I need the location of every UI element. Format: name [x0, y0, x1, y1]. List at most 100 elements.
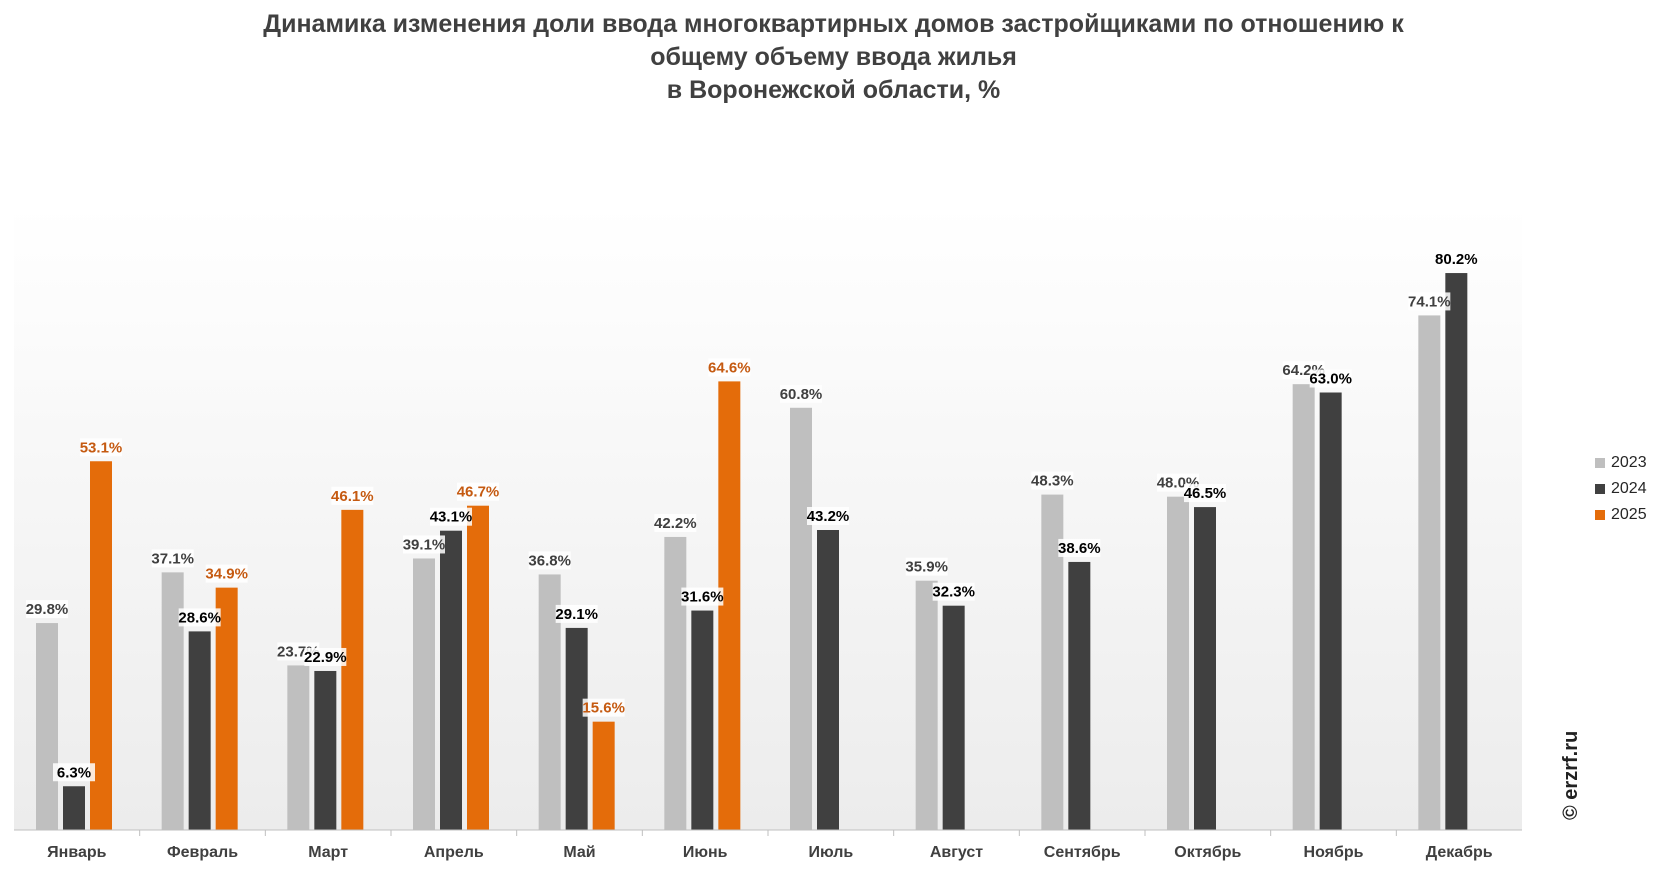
data-label-bg: [403, 535, 445, 554]
x-axis-label: Июнь: [683, 844, 728, 861]
data-label-2024-0: 6.3%: [57, 764, 91, 781]
data-label-2024-1: 28.6%: [178, 609, 221, 626]
bar-2024-4: [565, 627, 588, 830]
x-axis-label: Март: [308, 844, 348, 861]
x-axis-label: Май: [563, 844, 595, 861]
data-label-bg: [1309, 369, 1352, 388]
data-label-2025-1: 34.9%: [205, 566, 248, 583]
data-label-bg: [178, 608, 221, 627]
data-label-bg: [1435, 250, 1478, 269]
data-label-2023-0: 29.8%: [26, 601, 69, 618]
legend: 2023 2024 2025: [1595, 450, 1647, 528]
x-axis-label: Ноябрь: [1304, 844, 1364, 861]
data-label-2023-3: 39.1%: [403, 536, 446, 553]
bar-2025-3: [467, 505, 489, 830]
bar-2025-5: [718, 381, 741, 830]
data-label-2024-7: 32.3%: [932, 584, 975, 601]
bar-2023-10: [1292, 384, 1315, 830]
x-axis-label: Октябрь: [1174, 844, 1241, 861]
data-label-bg: [205, 564, 248, 583]
bar-2024-1: [188, 631, 211, 830]
bar-2024-3: [440, 530, 462, 830]
data-label-2025-2: 46.1%: [331, 488, 374, 505]
bar-2023-8: [1041, 494, 1064, 830]
data-label-bg: [80, 438, 122, 457]
bar-2024-6: [817, 530, 839, 830]
bar-2024-10: [1319, 392, 1342, 830]
data-label-bg: [654, 513, 697, 532]
bars-group: [36, 273, 1468, 831]
data-label-2023-1: 37.1%: [151, 550, 194, 567]
data-label-2025-0: 53.1%: [80, 439, 123, 456]
bar-2023-5: [664, 536, 687, 830]
data-label-2023-8: 48.3%: [1031, 473, 1074, 490]
data-label-2024-10: 63.0%: [1309, 371, 1352, 388]
data-label-bg: [905, 557, 948, 576]
data-label-2023-4: 36.8%: [528, 552, 571, 569]
data-label-2025-4: 15.6%: [582, 700, 625, 717]
data-label-bg: [457, 482, 499, 501]
data-label-bg: [53, 763, 95, 782]
legend-label-2024: 2024: [1611, 480, 1647, 497]
x-axis-label: Апрель: [424, 844, 484, 861]
x-axis-label: Февраль: [167, 844, 238, 861]
chart-title-line-1: Динамика изменения доли ввода многокварт…: [263, 10, 1404, 38]
legend-swatch-2025: [1595, 510, 1605, 520]
data-label-bg: [708, 358, 751, 377]
bar-2023-2: [287, 665, 310, 830]
data-label-2024-11: 80.2%: [1435, 251, 1478, 268]
legend-item-2025: 2025: [1595, 502, 1647, 528]
bar-2025-0: [90, 461, 112, 830]
x-axis-label: Январь: [47, 844, 106, 861]
legend-item-2023: 2023: [1595, 450, 1647, 476]
watermark: © erzrf.ru: [1560, 730, 1582, 820]
data-label-2025-5: 64.6%: [708, 359, 751, 376]
bar-2023-4: [538, 574, 561, 830]
data-label-bg: [1031, 471, 1074, 490]
data-label-bg: [26, 600, 68, 619]
data-label-bg: [1058, 538, 1101, 557]
bar-2024-7: [942, 605, 965, 830]
bar-2024-0: [63, 786, 85, 830]
x-axis-label: Декабрь: [1426, 844, 1493, 861]
bar-2023-0: [36, 623, 58, 830]
bar-2023-11: [1418, 315, 1441, 831]
chart-title-line-2: общему объему ввода жилья: [650, 43, 1017, 71]
data-label-bg: [807, 507, 849, 525]
bar-2024-2: [314, 670, 337, 830]
bar-2024-9: [1194, 507, 1216, 830]
data-label-bg: [1184, 484, 1226, 503]
legend-label-2025: 2025: [1611, 506, 1647, 523]
data-label-2024-3: 43.1%: [430, 509, 473, 526]
bar-2023-9: [1167, 496, 1189, 830]
bar-2025-2: [341, 509, 364, 830]
plot-area: [14, 205, 1522, 830]
data-label-2023-7: 35.9%: [905, 559, 948, 576]
data-label-bg: [151, 549, 194, 568]
legend-item-2024: 2024: [1595, 476, 1647, 502]
legend-swatch-2024: [1595, 484, 1605, 494]
data-label-2024-8: 38.6%: [1058, 540, 1101, 557]
data-label-bg: [528, 551, 571, 570]
data-label-bg: [582, 698, 625, 717]
data-label-2023-5: 42.2%: [654, 515, 697, 532]
bar-2025-1: [215, 587, 238, 830]
legend-swatch-2023: [1595, 458, 1605, 468]
data-label-bg: [331, 486, 374, 505]
data-label-2025-3: 46.7%: [457, 484, 500, 501]
data-label-bg: [780, 384, 822, 403]
data-label-2024-6: 43.2%: [807, 508, 850, 525]
chart-title: Динамика изменения доли ввода многокварт…: [0, 8, 1667, 107]
data-label-bg: [932, 582, 975, 601]
data-label-bg: [430, 507, 472, 526]
x-axis-labels: Январь Февраль Март Апрель Май Июнь Июль Август…: [47, 844, 1493, 861]
legend-label-2023: 2023: [1611, 454, 1647, 471]
data-labels-group: 29.8%6.3%53.1%37.1%28.6%34.9%23.7%22.9%4…: [26, 250, 1478, 782]
chart-title-line-3: в Воронежской области, %: [666, 76, 1001, 104]
bar-2024-11: [1445, 273, 1468, 830]
data-label-bg: [555, 604, 598, 623]
data-label-2023-11: 74.1%: [1408, 293, 1451, 310]
data-label-2024-5: 31.6%: [681, 589, 724, 606]
data-label-2024-9: 46.5%: [1184, 485, 1227, 502]
